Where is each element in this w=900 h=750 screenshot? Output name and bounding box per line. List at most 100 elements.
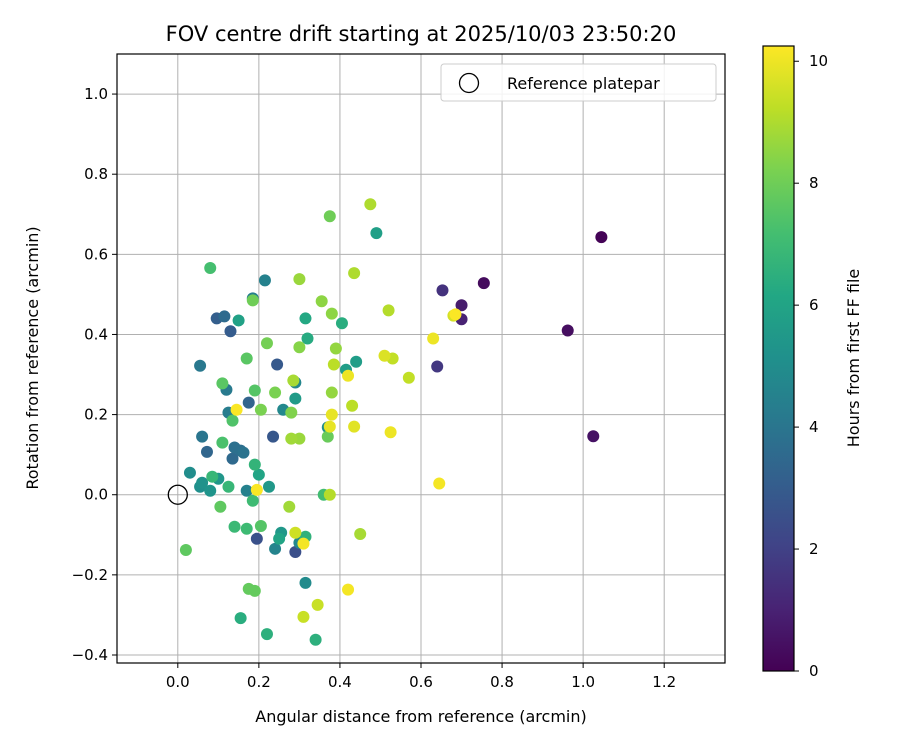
y-tick-label: 0.4 (84, 325, 108, 343)
data-point (196, 430, 209, 443)
data-point (348, 420, 361, 433)
data-point (346, 399, 359, 412)
data-point (254, 519, 267, 532)
data-point (194, 359, 207, 372)
data-point (315, 295, 328, 308)
data-point (335, 317, 348, 330)
data-point (269, 386, 282, 399)
data-point (246, 294, 259, 307)
x-tick-label: 1.2 (652, 673, 676, 691)
data-point (378, 349, 391, 362)
data-point (273, 532, 286, 545)
legend-label: Reference platepar (507, 74, 660, 93)
y-axis-ticks: −0.4 −0.2 0.0 0.2 0.4 0.6 0.8 1.0 (72, 85, 117, 664)
x-tick-label: 0.8 (490, 673, 514, 691)
data-point (248, 384, 261, 397)
legend: Reference platepar (440, 63, 717, 102)
data-point (289, 546, 302, 559)
data-point (427, 332, 440, 345)
data-point (179, 544, 192, 557)
data-point (325, 307, 338, 320)
data-point (254, 403, 267, 416)
data-point (242, 396, 255, 409)
data-point (309, 633, 322, 646)
data-point (384, 426, 397, 439)
data-point (224, 325, 237, 338)
colorbar-label: Hours from first FF file (844, 269, 863, 448)
data-point (455, 299, 468, 312)
legend-marker-icon (458, 72, 480, 94)
data-point (323, 488, 336, 501)
data-point (299, 576, 312, 589)
data-point (323, 210, 336, 223)
colorbar-ticks: 0 2 4 6 8 10 (794, 52, 828, 680)
x-axis-label: Angular distance from reference (arcmin) (255, 707, 586, 726)
x-tick-label: 1.0 (571, 673, 595, 691)
data-point (285, 432, 298, 445)
y-tick-label: 0.2 (84, 406, 108, 424)
data-point (327, 358, 340, 371)
y-tick-label: 0.0 (84, 486, 108, 504)
chart-title: FOV centre drift starting at 2025/10/03 … (166, 22, 677, 46)
data-point (196, 476, 209, 489)
data-point (287, 374, 300, 387)
data-point (206, 470, 219, 483)
data-point (263, 480, 275, 493)
data-point (260, 628, 273, 641)
data-point (230, 403, 243, 416)
data-point (289, 526, 302, 539)
data-point (449, 308, 462, 321)
data-point (234, 612, 247, 625)
x-tick-label: 0.0 (166, 673, 190, 691)
data-point (348, 267, 361, 280)
data-point (329, 342, 342, 355)
plot-area (116, 53, 726, 664)
data-point (293, 341, 306, 354)
data-point (250, 532, 263, 545)
y-tick-label: 0.6 (84, 245, 108, 263)
colorbar-tick-label: 10 (809, 52, 828, 70)
data-point (370, 227, 383, 240)
data-point (204, 261, 217, 274)
data-point (248, 584, 261, 597)
data-point (204, 484, 217, 497)
data-point (283, 500, 296, 513)
data-point (216, 436, 229, 449)
y-tick-label: −0.4 (72, 646, 108, 664)
data-point (321, 430, 334, 443)
data-point (587, 430, 600, 443)
data-point (382, 304, 395, 317)
data-point (311, 598, 324, 611)
data-point (222, 480, 235, 493)
colorbar-gradient (762, 45, 795, 672)
data-point (477, 277, 490, 290)
data-point (350, 355, 363, 368)
data-point (228, 520, 241, 533)
reference-platepar-marker (167, 484, 188, 505)
data-point (267, 430, 280, 443)
legend-box (440, 63, 717, 102)
data-point (200, 445, 213, 458)
y-axis-label: Rotation from reference (arcmin) (23, 226, 42, 489)
data-point (325, 408, 338, 421)
data-point (216, 377, 229, 390)
data-point (226, 452, 239, 465)
colorbar-tick-label: 8 (809, 174, 819, 192)
data-points (179, 198, 608, 646)
data-point (402, 371, 415, 384)
data-point (301, 332, 314, 345)
data-point (297, 537, 310, 550)
data-point (354, 527, 367, 540)
data-point (431, 360, 444, 373)
x-tick-label: 0.2 (247, 673, 271, 691)
data-point (342, 583, 355, 596)
data-point (285, 406, 298, 419)
data-point (240, 522, 253, 535)
data-point (250, 483, 263, 496)
data-point (433, 477, 446, 490)
grid-lines (117, 54, 725, 663)
data-point (252, 468, 265, 481)
data-point (228, 441, 241, 454)
data-point (218, 310, 231, 323)
